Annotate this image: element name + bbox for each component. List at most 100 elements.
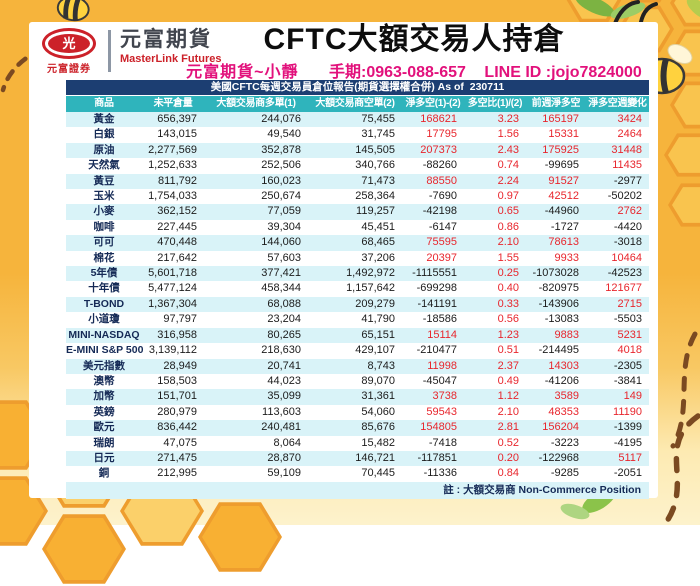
commodity-name: 加幣 xyxy=(93,390,115,403)
long-short-ratio: 0.84 xyxy=(497,467,519,480)
open-interest: 28,949 xyxy=(163,359,197,372)
commodity-name: 白銀 xyxy=(93,128,115,141)
commodity-name: 十年債 xyxy=(88,282,120,295)
large-trader-long: 77,059 xyxy=(267,205,301,218)
long-short-ratio: 0.20 xyxy=(497,451,519,464)
commodity-name: 瑞朗 xyxy=(93,436,115,449)
prev-week-net: -41206 xyxy=(544,374,579,387)
large-trader-long: 144,060 xyxy=(261,236,301,249)
net-position: 75595 xyxy=(426,236,457,249)
prev-week-net: -99695 xyxy=(544,159,579,172)
net-position: 154805 xyxy=(420,421,457,434)
long-short-ratio: 2.10 xyxy=(497,236,519,249)
long-short-ratio: 0.74 xyxy=(497,159,519,172)
open-interest: 151,701 xyxy=(157,390,197,403)
agent-name: 元富期貨~小靜 xyxy=(186,64,299,81)
large-trader-short: 68,465 xyxy=(361,236,395,249)
long-short-ratio: 0.65 xyxy=(497,205,519,218)
table-row: 英鎊 280,979 113,603 54,060 59543 2.10 48353 1119… xyxy=(66,404,649,421)
net-position: 207373 xyxy=(420,143,457,156)
table-caption: 美國CFTC每週交易員倉位報告(期貨選擇權合併) As of 230711 xyxy=(66,80,649,96)
commodity-name: 銅 xyxy=(98,467,110,480)
page-title: CFTC大額交易人持倉 xyxy=(263,23,565,56)
net-weekly-change: -2305 xyxy=(613,359,642,372)
large-trader-short: 71,473 xyxy=(361,174,395,187)
commodity-name: 咖啡 xyxy=(93,220,115,233)
large-trader-long: 352,878 xyxy=(261,143,301,156)
large-trader-long: 8,064 xyxy=(273,436,301,449)
open-interest: 1,754,033 xyxy=(148,190,197,203)
prev-week-net: -3223 xyxy=(550,436,579,449)
logo-oval-icon: 光 xyxy=(42,28,96,59)
prev-week-net: -9285 xyxy=(550,467,579,480)
large-trader-long: 252,506 xyxy=(261,159,301,172)
table-row: 日元 271,475 28,870 146,721 -117851 0.20 -122968… xyxy=(66,450,649,467)
net-position: 168621 xyxy=(420,113,457,125)
col-open-interest: 未平倉量 xyxy=(142,96,204,112)
large-trader-long: 35,099 xyxy=(267,390,301,403)
net-position: 3738 xyxy=(432,390,457,403)
prev-week-net: 91527 xyxy=(548,174,579,187)
table-row: 小道瓊 97,797 23,204 41,790 -18586 0.56 -13083 -55… xyxy=(66,312,649,328)
long-short-ratio: 0.51 xyxy=(497,344,519,357)
prev-week-net: -214495 xyxy=(538,344,579,357)
prev-week-net: -143906 xyxy=(538,297,579,310)
large-trader-long: 23,204 xyxy=(267,313,301,326)
long-short-ratio: 0.86 xyxy=(497,220,519,233)
large-trader-long: 57,603 xyxy=(267,251,301,264)
table-row: 天然氣 1,252,633 252,506 340,766 -88260 0.74 -996… xyxy=(66,158,649,174)
prev-week-net: 165197 xyxy=(542,113,579,125)
large-trader-short: 31,745 xyxy=(361,128,395,141)
net-position: -699298 xyxy=(416,282,457,295)
honeycomb-hexagon xyxy=(618,0,674,3)
commodity-name: 黃豆 xyxy=(93,174,115,187)
col-net-position: 淨多空(1)-(2) xyxy=(402,96,464,112)
large-trader-long: 28,870 xyxy=(267,451,301,464)
commodity-name: 歐元 xyxy=(93,421,115,434)
large-trader-long: 59,109 xyxy=(267,467,301,480)
long-short-ratio: 0.49 xyxy=(497,374,519,387)
long-short-ratio: 0.25 xyxy=(497,267,519,280)
net-position: -117851 xyxy=(417,451,457,464)
large-trader-short: 1,492,972 xyxy=(346,267,395,280)
large-trader-short: 1,157,642 xyxy=(346,282,395,295)
long-short-ratio: 0.52 xyxy=(497,436,519,449)
open-interest: 811,792 xyxy=(158,174,197,187)
net-weekly-change: -1399 xyxy=(613,421,642,434)
prev-week-net: -1073028 xyxy=(532,267,580,280)
net-weekly-change: -2051 xyxy=(613,467,642,480)
open-interest: 217,642 xyxy=(157,251,197,264)
net-weekly-change: 11435 xyxy=(612,159,642,172)
cftc-table: 美國CFTC每週交易員倉位報告(期貨選擇權合併) As of 230711 商品… xyxy=(66,80,649,499)
large-trader-short: 15,482 xyxy=(361,436,395,449)
open-interest: 271,475 xyxy=(157,451,197,464)
table-body: 黃金 656,397 244,076 75,455 168621 3.23 165197 34… xyxy=(66,112,649,482)
net-position: 20397 xyxy=(426,251,457,264)
table-row: 咖啡 227,445 39,304 45,451 -6147 0.86 -1727 -4420 xyxy=(66,219,649,236)
masterlink-logo: 光 元富證券 xyxy=(39,28,99,75)
flight-path xyxy=(662,413,700,527)
commodity-name: 天然氣 xyxy=(88,159,120,172)
brand-name-en: MasterLink Futures xyxy=(120,53,222,65)
col-prev-week-net: 前週淨多空 xyxy=(526,96,586,112)
table-row: 原油 2,277,569 352,878 145,505 207373 2.43 17592… xyxy=(66,142,649,159)
net-weekly-change: -5503 xyxy=(613,313,642,326)
table-header-row: 商品 未平倉量 大額交易商多單(1) 大額交易商空單(2) 淨多空(1)-(2) 多空比(… xyxy=(66,96,649,112)
table-row: 銅 212,995 59,109 70,445 -11336 0.84 -9285 -2051 xyxy=(66,466,649,482)
table-note: 註 : 大額交易商 Non-Commerce Position xyxy=(66,481,649,499)
table-row: 白銀 143,015 49,540 31,745 17795 1.56 15331 2464 xyxy=(66,127,649,143)
prev-week-net: -1727 xyxy=(550,220,579,233)
net-weekly-change: 4018 xyxy=(617,344,642,357)
net-position: -88260 xyxy=(422,159,457,172)
large-trader-short: 8,743 xyxy=(367,359,395,372)
net-position: 11998 xyxy=(427,359,457,372)
net-position: -11336 xyxy=(423,467,457,480)
prev-week-net: -13083 xyxy=(544,313,579,326)
logo-caption: 元富證券 xyxy=(47,64,91,75)
long-short-ratio: 0.40 xyxy=(497,282,519,295)
table-row: 美元指數 28,949 20,741 8,743 11998 2.37 14303 -2305 xyxy=(66,358,649,374)
net-weekly-change: 2762 xyxy=(617,205,642,218)
contact-line: 元富期貨~小靜 手期:0963-088-657 LINE ID :jojo782… xyxy=(179,58,649,82)
open-interest: 3,139,112 xyxy=(148,344,197,357)
net-weekly-change: 11190 xyxy=(613,405,642,418)
